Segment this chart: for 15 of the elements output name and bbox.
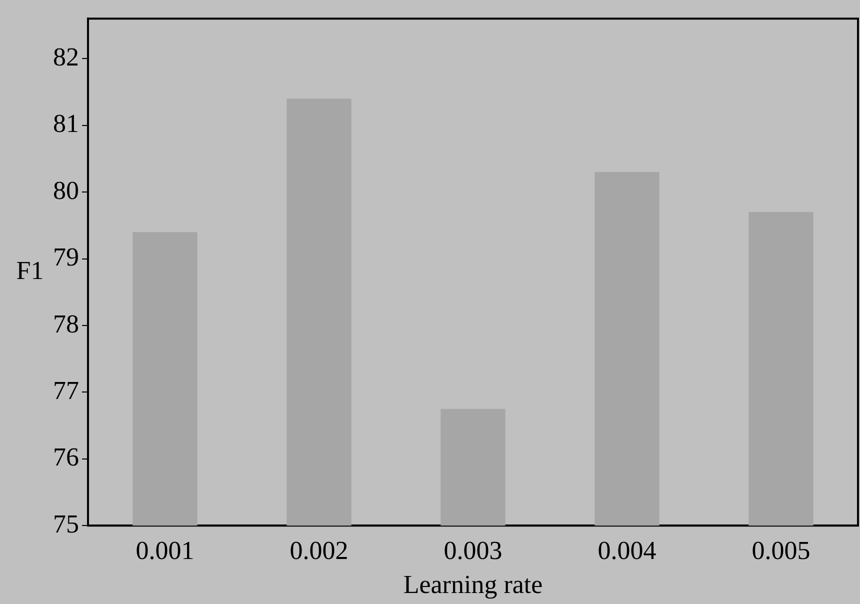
x-tick-label: 0.003 — [444, 536, 502, 566]
y-tick-label: 76 — [53, 442, 79, 472]
y-tick-label: 81 — [53, 109, 79, 138]
x-tick-label: 0.001 — [136, 536, 194, 566]
y-tick-label: 79 — [53, 242, 79, 272]
y-axis-title: F1 — [16, 256, 44, 285]
x-tick-label: 0.004 — [598, 536, 656, 566]
x-axis-title: Learning rate — [403, 570, 543, 600]
x-tick-label: 0.002 — [290, 536, 348, 566]
y-tick-label: 75 — [53, 509, 79, 538]
x-tick-label: 0.005 — [752, 536, 810, 566]
y-tick-label: 77 — [53, 376, 79, 406]
y-tick-label: 82 — [53, 42, 79, 72]
y-tick-label: 78 — [53, 309, 79, 338]
y-tick-label: 80 — [53, 176, 79, 205]
